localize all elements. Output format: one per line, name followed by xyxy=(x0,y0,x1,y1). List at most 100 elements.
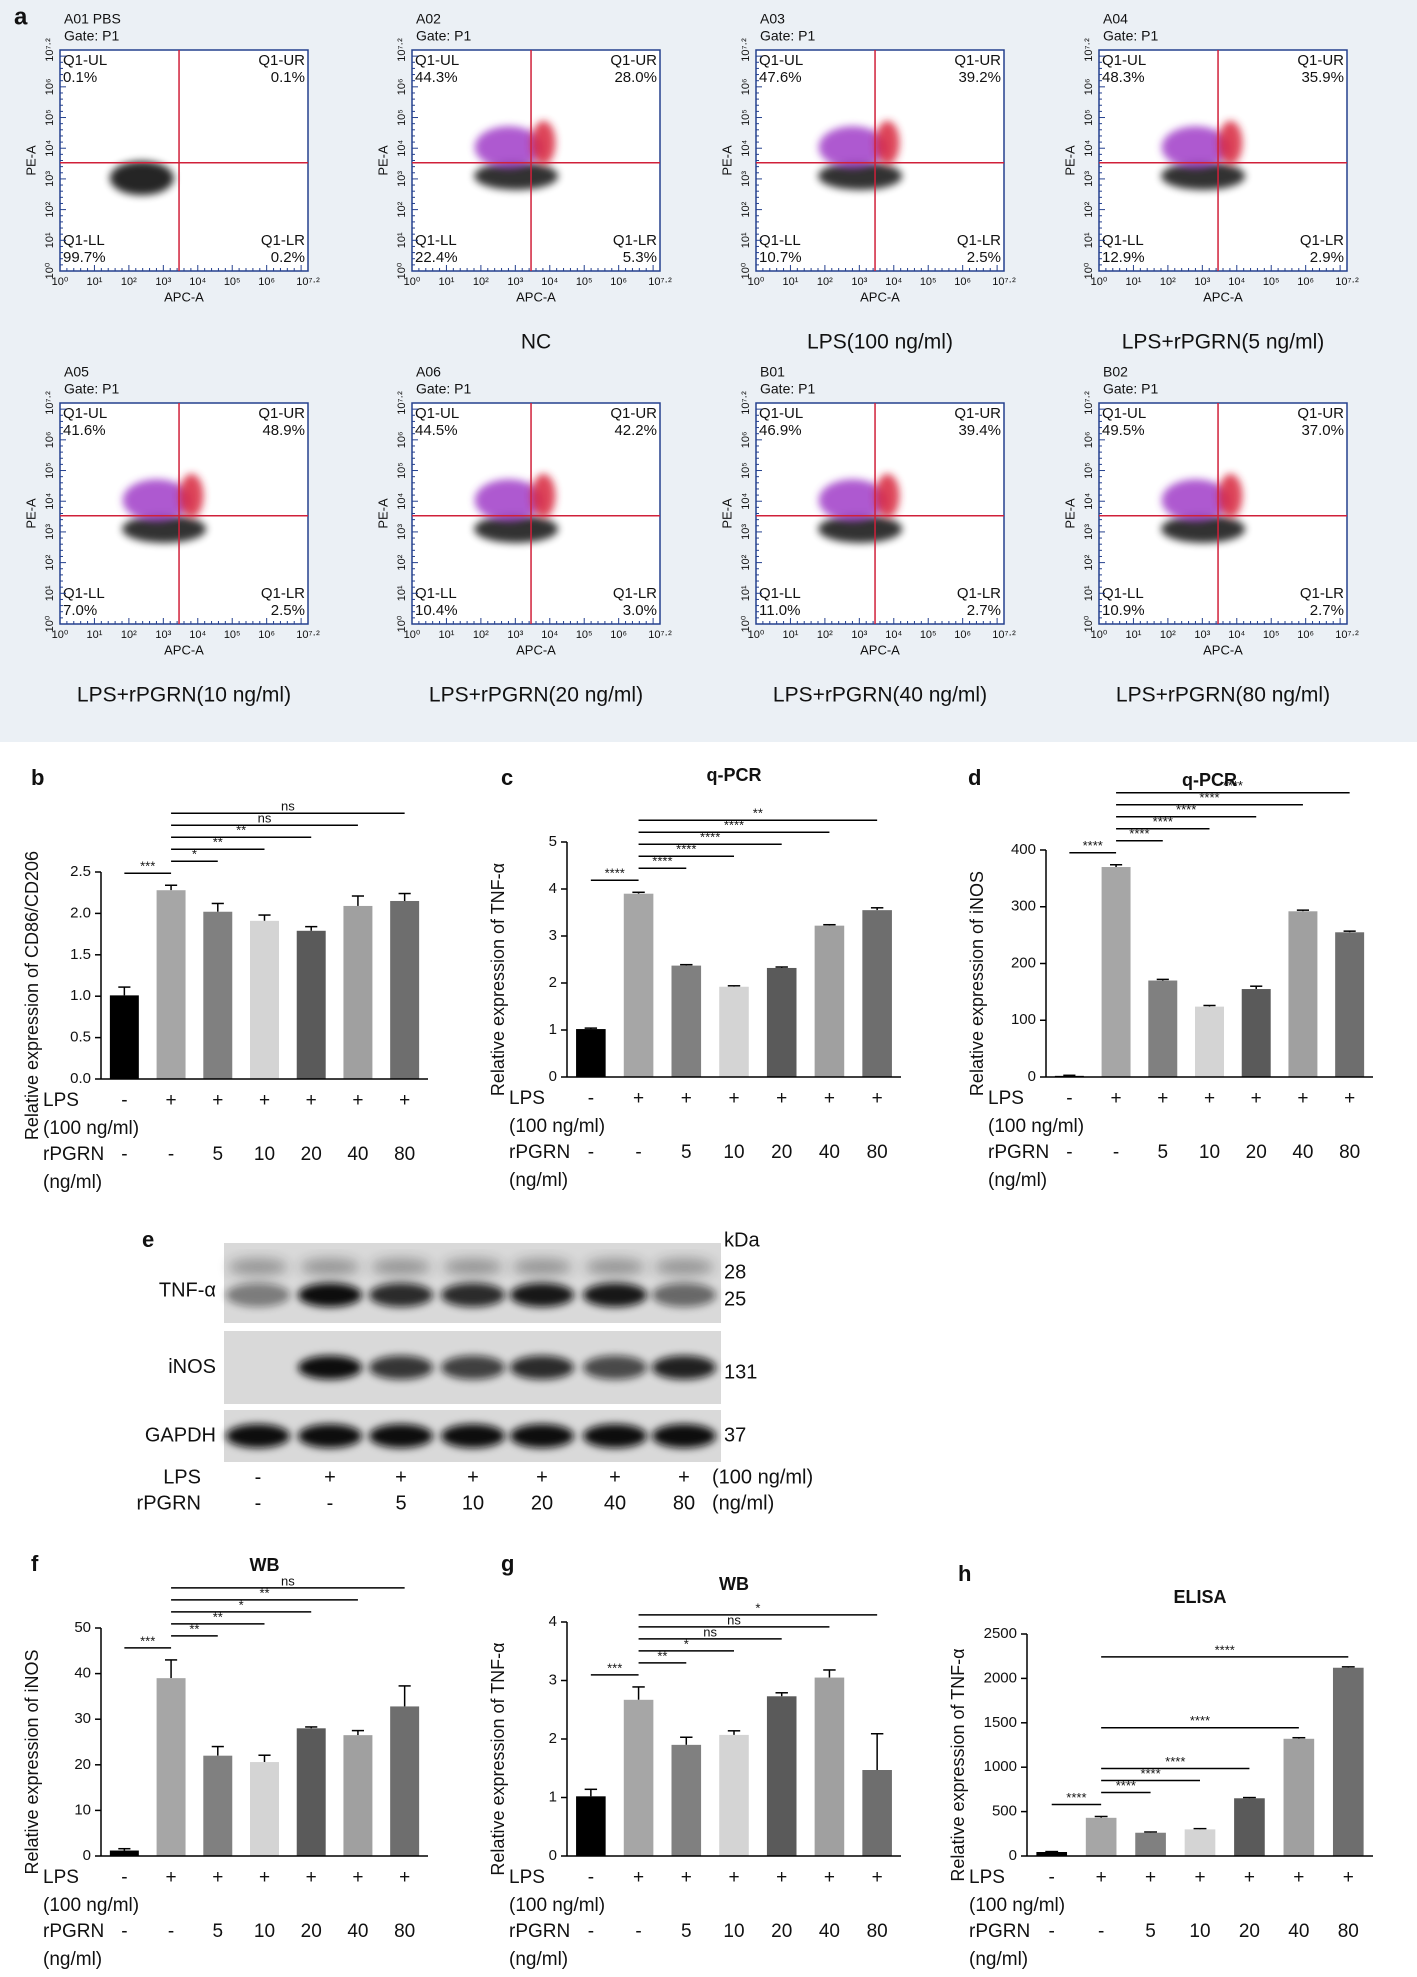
x-tick-label: 10⁰ xyxy=(1091,629,1108,641)
blot-band xyxy=(583,1355,647,1380)
bar xyxy=(1101,867,1131,1077)
x-tick-label: 10³ xyxy=(507,629,523,641)
quadrant-percent: 49.5% xyxy=(1102,422,1145,439)
y-tick-label: 4 xyxy=(549,1613,557,1630)
quadrant-name: Q1-UR xyxy=(610,405,657,422)
y-tick-label: 200 xyxy=(1011,954,1036,971)
x-tick-label: 10⁷·² xyxy=(1335,276,1359,288)
x-tick-label: 10⁰ xyxy=(404,629,421,641)
rpgrn-dose: 10 xyxy=(1199,1142,1220,1163)
y-tick-label: 20 xyxy=(74,1756,91,1773)
rpgrn-dose: 10 xyxy=(254,1144,275,1165)
quadrant-name: Q1-LR xyxy=(957,585,1001,602)
blot-band xyxy=(369,1355,433,1380)
blot-row-label: TNF-α xyxy=(159,1279,216,1301)
significance-label: **** xyxy=(1176,802,1196,817)
rpgrn-unit: (ng/ml) xyxy=(43,1949,102,1970)
quadrant-name: Q1-UR xyxy=(610,52,657,69)
rpgrn-dose: - xyxy=(588,1142,594,1163)
rpgrn-dose: 5 xyxy=(681,1142,692,1163)
x-tick-label: 10⁴ xyxy=(885,629,902,641)
quadrant-percent: 48.9% xyxy=(262,422,305,439)
rpgrn-dose: - xyxy=(635,1142,641,1163)
quadrant-name: Q1-UR xyxy=(258,405,305,422)
rpgrn-dose: 20 xyxy=(1239,1921,1260,1942)
bar xyxy=(576,1796,606,1856)
y-tick-label: 2.0 xyxy=(70,904,91,921)
chart-title: q-PCR xyxy=(1182,770,1237,790)
bar xyxy=(1135,1832,1166,1856)
quadrant-name: Q1-LL xyxy=(759,585,801,602)
lps-sign: + xyxy=(1343,1867,1354,1888)
y-tick-label: 3 xyxy=(549,927,557,944)
x-tick-label: 10⁵ xyxy=(576,629,593,641)
lps-sign: + xyxy=(1096,1867,1107,1888)
blot-rpgrn-dose: 80 xyxy=(673,1492,695,1514)
rpgrn-dose: 80 xyxy=(1338,1921,1359,1942)
significance-label: **** xyxy=(1153,814,1173,829)
gate-label: Gate: P1 xyxy=(1103,28,1158,44)
bar xyxy=(1234,1798,1265,1856)
x-tick-label: 10⁴ xyxy=(189,629,206,641)
y-axis-title: PE-A xyxy=(23,145,38,176)
plot-caption: LPS+rPGRN(40 ng/ml) xyxy=(773,684,987,707)
significance-label: *** xyxy=(607,1660,622,1675)
y-tick-label: 1000 xyxy=(984,1758,1017,1775)
y-tick-label: 10⁴ xyxy=(740,139,752,156)
plot-caption: LPS+rPGRN(5 ng/ml) xyxy=(1122,331,1324,354)
rpgrn-dose: 20 xyxy=(771,1142,792,1163)
quadrant-percent: 41.6% xyxy=(63,422,106,439)
significance-label: ** xyxy=(259,1585,269,1600)
lps-sign: + xyxy=(212,1090,223,1111)
lps-label: LPS xyxy=(43,1090,79,1111)
rpgrn-label: rPGRN xyxy=(509,1142,570,1163)
significance-label: ns xyxy=(281,1573,295,1588)
blot-band xyxy=(371,1258,431,1276)
x-tick-label: 10⁶ xyxy=(954,629,971,641)
bar xyxy=(1283,1738,1315,1856)
blot-rpgrn-dose: - xyxy=(327,1492,334,1514)
panel-letter: d xyxy=(968,765,981,790)
x-tick-label: 10¹ xyxy=(438,276,454,288)
x-tick-label: 10³ xyxy=(1194,276,1210,288)
rpgrn-dose: - xyxy=(1113,1142,1119,1163)
x-axis-title: APC-A xyxy=(516,642,556,657)
blot-band xyxy=(443,1258,503,1276)
y-tick-label: 0.0 xyxy=(70,1070,91,1087)
lps-sign: + xyxy=(166,1090,177,1111)
cell-cloud xyxy=(1218,473,1243,518)
panel-letter: f xyxy=(31,1551,39,1576)
y-tick-label: 10⁶ xyxy=(1083,431,1095,448)
lps-sign: - xyxy=(121,1867,127,1888)
y-tick-label: 10⁵ xyxy=(740,462,752,479)
kda-marker: 37 xyxy=(724,1424,746,1446)
quadrant-name: Q1-LR xyxy=(261,585,305,602)
rpgrn-dose: 80 xyxy=(867,1921,888,1942)
blot-band xyxy=(583,1424,647,1448)
y-tick-label: 10⁰ xyxy=(396,262,408,279)
y-tick-label: 10¹ xyxy=(740,585,752,601)
y-axis-title: Relative expression of TNF-α xyxy=(488,1642,508,1875)
y-tick-label: 0.5 xyxy=(70,1029,91,1046)
y-tick-label: 10¹ xyxy=(44,585,56,601)
quadrant-percent: 10.9% xyxy=(1102,602,1145,619)
significance-label: **** xyxy=(700,830,720,845)
bar xyxy=(1148,980,1178,1077)
y-tick-label: 10⁶ xyxy=(396,431,408,448)
x-tick-label: 10⁵ xyxy=(224,276,241,288)
lps-unit: (100 ng/ml) xyxy=(509,1895,605,1916)
y-tick-label: 2 xyxy=(549,1730,557,1747)
y-tick-label: 10³ xyxy=(44,524,56,540)
x-tick-label: 10² xyxy=(121,276,137,288)
blot-band xyxy=(226,1424,290,1448)
rpgrn-unit: (ng/ml) xyxy=(988,1170,1047,1191)
significance-label: **** xyxy=(1190,1713,1210,1728)
bar xyxy=(250,920,279,1079)
blot-band xyxy=(654,1258,714,1276)
lps-sign: + xyxy=(306,1090,317,1111)
y-tick-label: 10⁷·² xyxy=(1083,391,1095,415)
y-tick-label: 10¹ xyxy=(740,232,752,248)
cell-cloud xyxy=(1218,120,1243,165)
x-tick-label: 10⁷·² xyxy=(648,276,672,288)
